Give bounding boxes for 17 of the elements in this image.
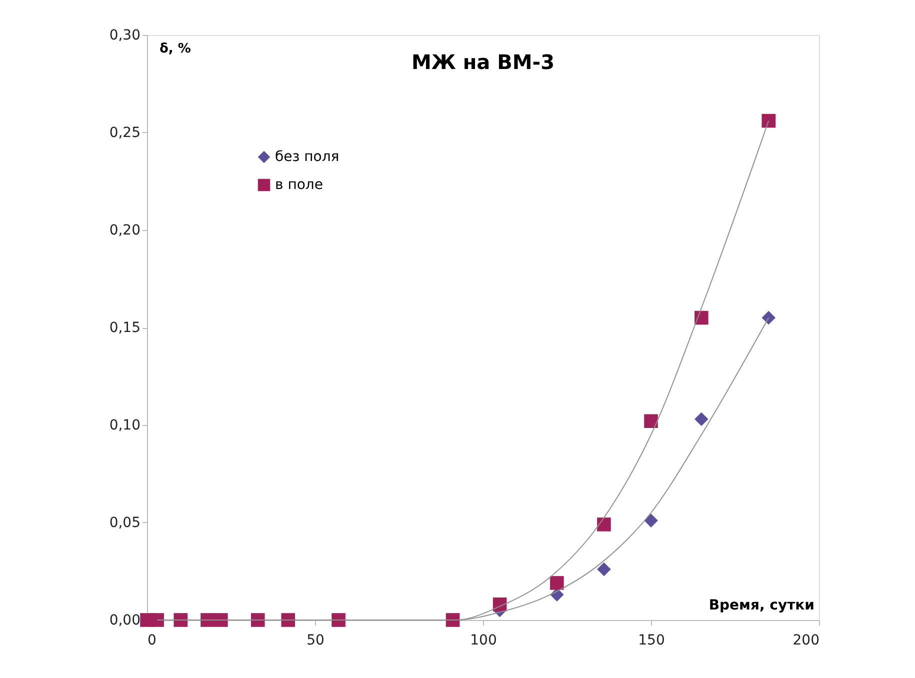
y-tick-label: 0,10 <box>109 418 140 434</box>
x-tick-label: 200 <box>792 632 820 648</box>
y-tick-label: 0,00 <box>109 612 140 628</box>
y-axis-title: δ, % <box>160 42 191 56</box>
y-tick-label: 0,05 <box>109 515 140 531</box>
x-tick-label: 50 <box>306 632 324 648</box>
y-tick-label: 0,15 <box>109 320 140 336</box>
legend-label: в поле <box>275 177 323 193</box>
x-tick-label: 150 <box>638 632 665 648</box>
x-axis-title: Время, сутки <box>708 598 814 614</box>
text: МЖ на ВМ-3 <box>412 50 554 74</box>
y-tick-label: 0,25 <box>109 125 140 141</box>
legend-label: без поля <box>275 149 340 165</box>
y-tick-label: 0,20 <box>109 222 140 238</box>
x-tick-label: 0 <box>148 632 156 648</box>
y-tick-label: 0,30 <box>109 28 140 44</box>
x-tick-label: 100 <box>470 632 497 648</box>
